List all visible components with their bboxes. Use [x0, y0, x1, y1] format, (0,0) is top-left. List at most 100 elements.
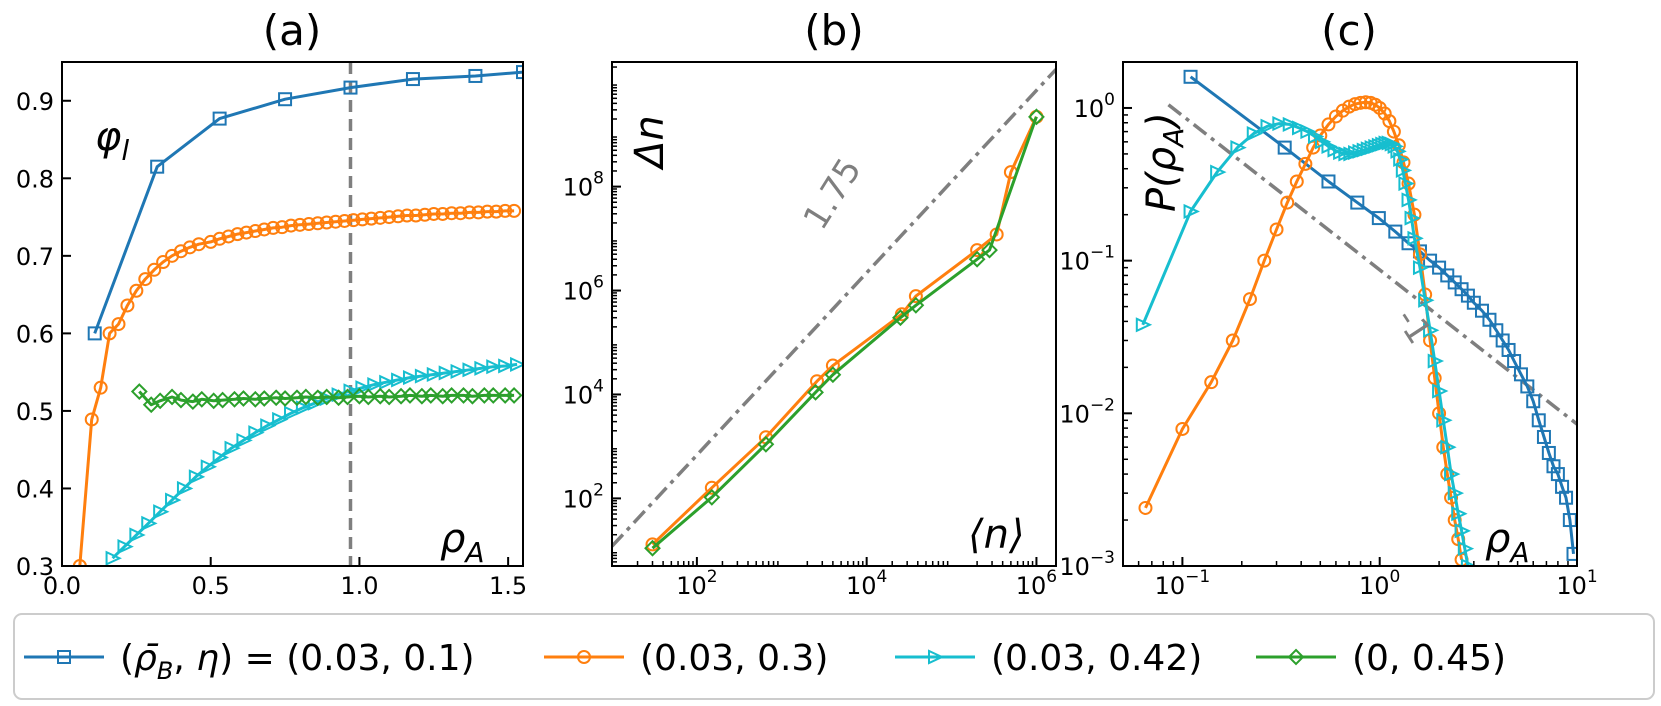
x-tick-label: 101: [1556, 567, 1597, 600]
data-point: [1536, 429, 1551, 444]
data-point: [276, 390, 294, 407]
panel-c-xlabel: ρA: [1485, 516, 1530, 569]
data-point: [359, 388, 377, 406]
legend-box: [13, 613, 1655, 700]
y-tick-label: 0.3: [16, 553, 54, 581]
data-point: [239, 225, 254, 240]
data-point: [318, 388, 336, 406]
data-point: [486, 359, 503, 375]
data-point: [444, 206, 459, 221]
data-point: [391, 372, 408, 388]
data-point: [825, 358, 840, 373]
data-point: [1183, 69, 1198, 84]
data-point: [1321, 117, 1336, 132]
data-point: [1566, 546, 1577, 561]
data-point: [105, 550, 122, 566]
data-point: [510, 356, 523, 372]
data-point: [426, 206, 441, 221]
data-point: [507, 203, 522, 218]
data-point: [1246, 125, 1264, 142]
panel-b: (b) 102 104 106 102 104 106 108 Δn ⟨n⟩ 1.75: [563, 6, 1058, 600]
data-point: [102, 326, 117, 341]
data-point: [165, 492, 182, 508]
data-point: [111, 317, 126, 332]
data-point: [235, 390, 252, 407]
data-point: [1460, 558, 1478, 566]
data-point: [257, 222, 272, 237]
data-point: [435, 206, 450, 221]
data-point: [1386, 124, 1401, 139]
data-point: [1454, 523, 1471, 539]
legend-item: (0.03, 0.42): [895, 638, 1202, 679]
data-point: [301, 217, 316, 232]
y-tick-label: 10−1: [1059, 243, 1115, 276]
data-point: [462, 362, 479, 378]
data-point: [400, 208, 415, 223]
x-tick-label: 102: [676, 567, 717, 600]
data-point: [484, 387, 502, 404]
data-point: [1444, 490, 1459, 505]
data-point: [824, 366, 842, 384]
data-point: [1300, 124, 1317, 140]
y-tick-label: 0.6: [16, 320, 54, 348]
data-point: [471, 205, 486, 220]
data-point: [474, 360, 491, 376]
data-point: [703, 488, 721, 506]
panel-a-axes: 0.0 0.5 1.0 1.5 0.3 0.4 0.5 0.6 0.7 0.8 0.9: [16, 88, 527, 600]
data-point: [1447, 485, 1465, 501]
x-tick-label: 100: [1359, 567, 1400, 600]
data-point: [284, 218, 299, 233]
y-tick-label: 0.7: [16, 243, 54, 271]
data-point: [84, 412, 99, 427]
data-point: [402, 370, 420, 386]
data-point: [129, 283, 144, 298]
data-point: [704, 480, 719, 495]
series-cyan: [105, 356, 523, 566]
data-point: [1135, 317, 1153, 333]
data-point: [153, 504, 170, 520]
data-point: [968, 250, 986, 268]
data-point: [295, 400, 313, 416]
legend-item: (ρ̄B, η) = (0.03, 0.1): [24, 638, 475, 685]
data-point: [1230, 140, 1247, 156]
legend-label: (0, 0.45): [1352, 638, 1506, 679]
y-tick-label: 102: [563, 480, 604, 513]
data-point: [255, 390, 273, 407]
data-point: [355, 212, 370, 227]
data-point: [462, 205, 477, 220]
panel-a-title: (a): [263, 6, 322, 55]
data-point: [1277, 140, 1292, 155]
data-point: [129, 527, 146, 543]
data-point: [480, 204, 495, 219]
legend-label: (0.03, 0.3): [640, 638, 828, 679]
data-point: [1440, 439, 1457, 455]
data-point: [1210, 164, 1227, 180]
legend-marker: [928, 649, 945, 665]
data-point: [275, 220, 290, 235]
data-point: [1427, 353, 1445, 369]
data-point: [212, 449, 230, 466]
legend-marker: [1287, 648, 1305, 666]
data-point: [1353, 95, 1368, 110]
series-line: [138, 390, 515, 407]
y-tick-label: 0.9: [16, 88, 54, 116]
data-point: [1559, 490, 1574, 505]
x-tick-label: 106: [1016, 567, 1057, 600]
data-point: [516, 65, 523, 80]
data-point: [414, 368, 432, 384]
panel-b-plot-area: [612, 68, 1056, 557]
data-point: [1269, 222, 1284, 237]
data-point: [1407, 230, 1424, 246]
data-point: [892, 309, 909, 327]
data-point: [426, 366, 444, 383]
y-tick-label: 0.5: [16, 398, 54, 426]
data-point: [193, 390, 211, 408]
data-point: [498, 358, 515, 374]
data-point: [1444, 466, 1461, 482]
y-tick-label: 10−2: [1059, 395, 1115, 428]
series-blue: [1183, 69, 1577, 561]
data-point: [1204, 375, 1219, 390]
legend-label: (0.03, 0.42): [991, 638, 1202, 679]
